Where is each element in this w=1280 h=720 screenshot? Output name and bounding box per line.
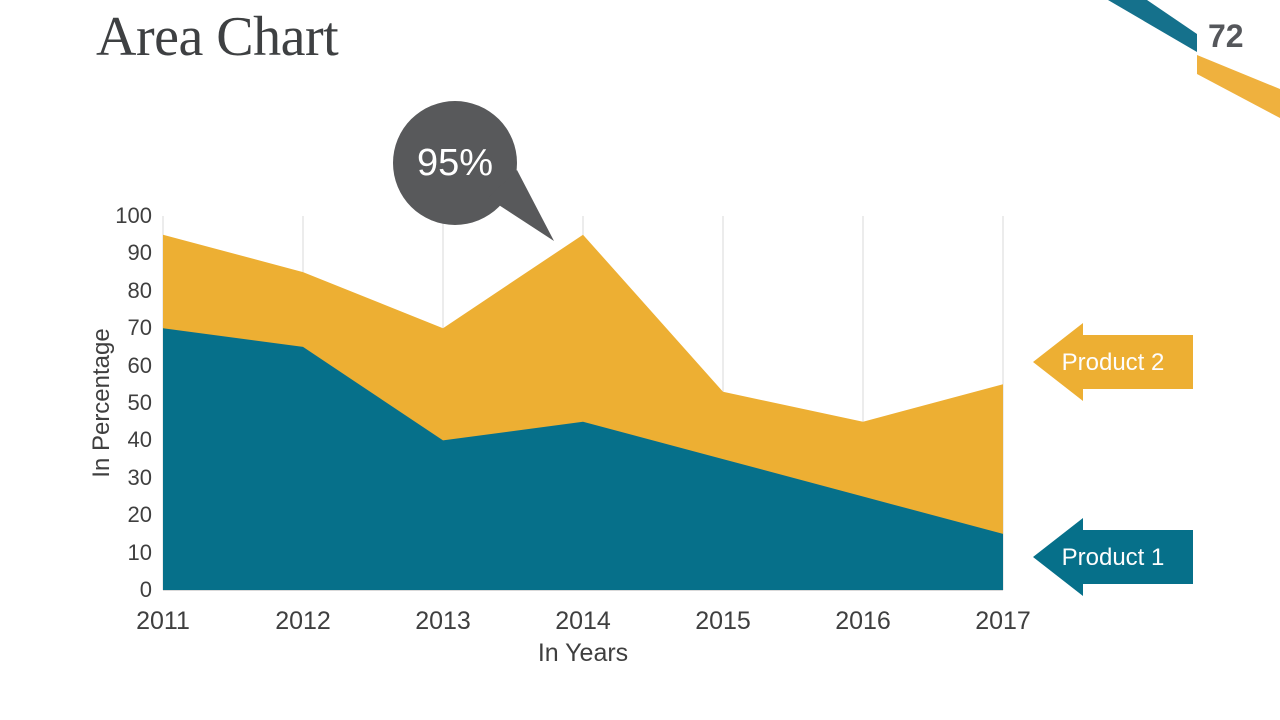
legend-arrow-product2[interactable] (1033, 323, 1193, 401)
y-tick-0: 0 (139, 577, 152, 602)
x-tick-2014: 2014 (555, 607, 611, 635)
y-tick-100: 100 (115, 203, 152, 228)
page-number: 72 (1208, 18, 1244, 54)
callout-value-label: 95% (416, 142, 494, 184)
legend-label-product1: Product 1 (1061, 544, 1165, 571)
y-axis-title: In Percentage (88, 328, 115, 478)
x-tick-2012: 2012 (275, 607, 331, 635)
x-tick-2017: 2017 (975, 607, 1031, 635)
callout-circle (393, 101, 517, 225)
corner-ribbon-yellow-icon (1197, 55, 1280, 118)
legend-arrow-product1[interactable] (1033, 518, 1193, 596)
y-tick-60: 60 (127, 352, 152, 378)
y-tick-10: 10 (127, 539, 152, 565)
y-tick-80: 80 (127, 277, 152, 303)
legend-label-product2: Product 2 (1061, 349, 1165, 376)
y-tick-40: 40 (127, 427, 152, 453)
y-tick-70: 70 (127, 315, 152, 341)
slide-title: Area Chart (96, 6, 339, 68)
x-tick-2016: 2016 (835, 607, 891, 635)
x-tick-2011: 2011 (136, 607, 190, 635)
corner-ribbon-teal-icon (1108, 0, 1197, 52)
y-tick-30: 30 (127, 464, 152, 490)
area-product-1 (163, 328, 1003, 590)
callout-bubble (393, 101, 554, 241)
y-tick-90: 90 (127, 240, 152, 266)
callout-tail (488, 170, 554, 241)
y-tick-50: 50 (127, 390, 152, 415)
y-tick-20: 20 (127, 502, 152, 528)
chart-area-series (163, 234, 1003, 590)
x-tick-2015: 2015 (695, 607, 751, 635)
x-axis-title: In Years (537, 639, 629, 667)
x-tick-2013: 2013 (415, 607, 471, 635)
